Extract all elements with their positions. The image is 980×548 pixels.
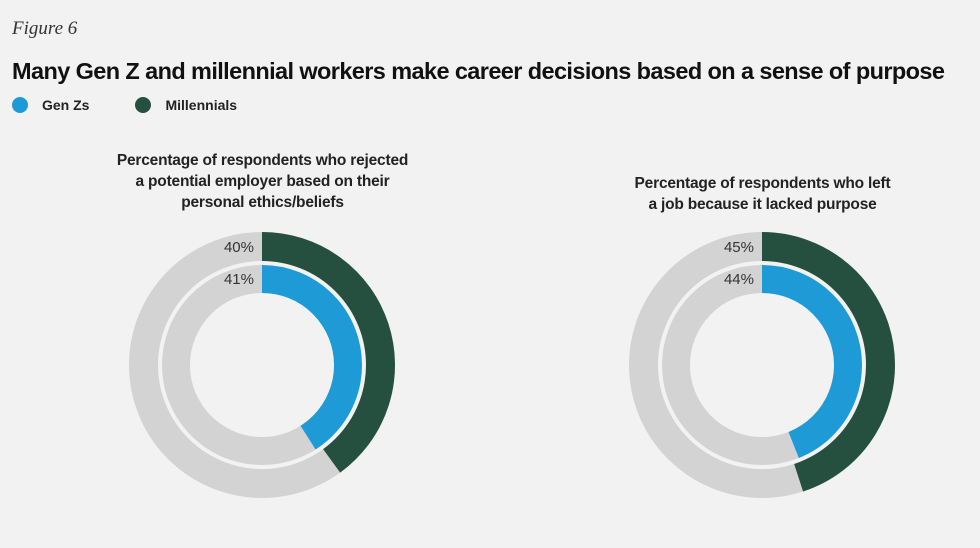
outer-ring-label: 45%	[724, 239, 754, 256]
inner-ring-label: 41%	[224, 271, 254, 288]
chart-title: Many Gen Z and millennial workers make c…	[12, 58, 945, 84]
ring-separator	[190, 293, 334, 437]
millennials-swatch-icon	[135, 97, 152, 113]
legend-item-millennials: Millennials	[135, 97, 237, 113]
ring-separator	[158, 261, 366, 469]
donut-chart-2: 45% 44%	[629, 232, 895, 498]
chart-1-title-line: Percentage of respondents who rejected	[116, 152, 409, 169]
inner-ring-arc-gen-zs	[261, 264, 363, 451]
legend-item-genz: Gen Zs	[12, 97, 89, 113]
outer-ring-arc-millennials	[261, 232, 395, 473]
figure-label: Figure 6	[12, 18, 78, 39]
inner-ring-arc-gen-zs	[761, 264, 863, 459]
ring-separator	[690, 293, 834, 437]
chart-1-title-line: a potential employer based on their	[135, 173, 390, 190]
inner-ring-label: 44%	[724, 271, 754, 288]
chart-1-title: Percentage of respondents who rejected a…	[60, 150, 465, 213]
ring-separator	[160, 263, 364, 467]
outer-ring-arc-millennials	[761, 232, 895, 492]
legend-label-genz: Gen Zs	[42, 97, 90, 113]
legend: Gen Zs Millennials	[12, 97, 283, 113]
legend-label-millennials: Millennials	[165, 97, 238, 113]
chart-2-title-line: a job because it lacked purpose	[648, 196, 877, 213]
chart-2-title-line: Percentage of respondents who left	[634, 175, 891, 192]
chart-1-title-line: personal ethics/beliefs	[181, 194, 344, 211]
donut-chart-1: 40% 41%	[129, 232, 395, 498]
ring-separator	[660, 263, 864, 467]
chart-2-title: Percentage of respondents who left a job…	[560, 173, 965, 215]
genz-swatch-icon	[12, 97, 28, 113]
ring-separator	[658, 261, 866, 469]
outer-ring-label: 40%	[224, 239, 254, 256]
